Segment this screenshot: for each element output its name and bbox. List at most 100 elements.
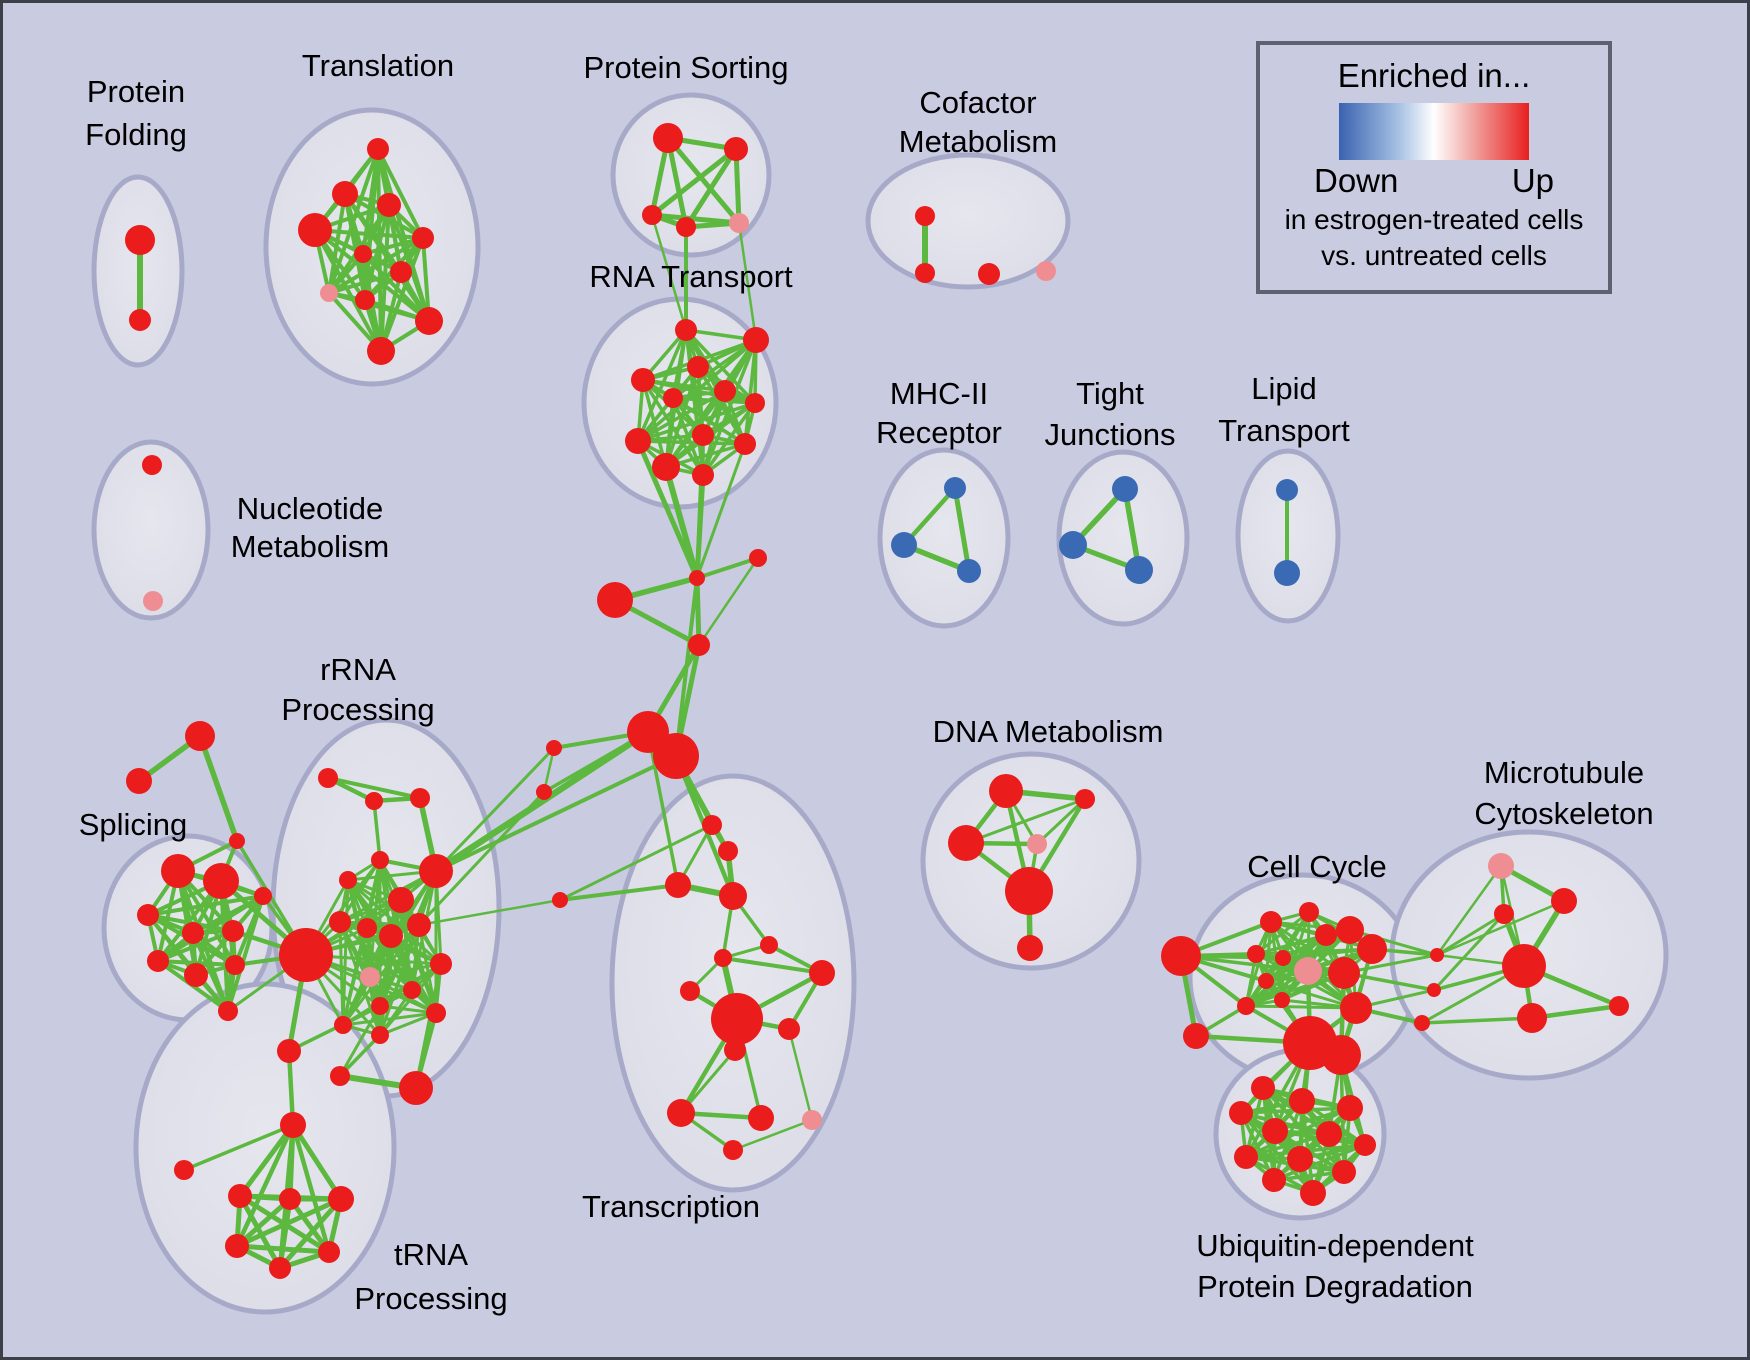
legend-title: Enriched in... — [1337, 57, 1531, 94]
gene-set-node — [1336, 916, 1364, 944]
gene-set-node — [174, 1160, 194, 1180]
gene-set-node — [546, 740, 562, 756]
legend-down-label: Down — [1314, 162, 1399, 199]
network-edge — [683, 146, 739, 230]
gene-set-node — [129, 309, 151, 331]
gene-set-node — [723, 1140, 743, 1160]
gene-set-node — [330, 1066, 350, 1086]
cluster-label-transcription: Transcription — [582, 1189, 760, 1224]
network-edge — [378, 923, 421, 1037]
gene-set-node — [680, 981, 700, 1001]
gene-set-node — [652, 453, 680, 481]
network-edge — [313, 228, 431, 323]
cluster-label-trna-processing: tRNA Processing — [354, 1237, 507, 1316]
gene-set-node — [1017, 935, 1043, 961]
gene-set-node — [1036, 261, 1056, 281]
gene-set-node — [1517, 1003, 1547, 1033]
gene-set-node — [126, 768, 152, 794]
gene-set-node — [676, 217, 696, 237]
gene-set-node — [182, 922, 204, 944]
gene-set-node — [357, 918, 377, 938]
gene-set-node — [1300, 1180, 1326, 1206]
network-edge — [671, 396, 757, 405]
gene-set-node — [279, 928, 333, 982]
network-edge — [733, 146, 742, 226]
cluster-label-protein-folding: Protein Folding — [85, 74, 187, 152]
gene-set-node — [1427, 983, 1441, 997]
network-edge — [156, 959, 237, 967]
gene-set-node — [714, 949, 732, 967]
gene-set-node — [625, 428, 651, 454]
gene-set-node — [184, 963, 208, 987]
network-edge — [341, 878, 350, 1027]
gene-set-node — [143, 591, 163, 611]
gene-set-node — [334, 1016, 352, 1034]
gene-set-node — [724, 1039, 746, 1061]
cluster-label-microtubule-cytoskeleton: Microtubule Cytoskeleton — [1474, 755, 1653, 831]
gene-set-node — [1328, 957, 1360, 989]
legend-gradient-bar — [1339, 103, 1529, 160]
network-edge — [197, 733, 240, 844]
gene-set-node — [1551, 888, 1577, 914]
network-edge — [731, 1118, 814, 1152]
gene-set-node — [1112, 476, 1138, 502]
gene-set-node — [218, 1001, 238, 1021]
gene-set-node — [802, 1110, 822, 1130]
gene-set-node — [702, 815, 722, 835]
network-edge — [1244, 1004, 1358, 1010]
gene-set-node — [229, 833, 245, 849]
network-edge — [234, 1196, 344, 1249]
gene-set-node — [1276, 479, 1298, 501]
gene-set-node — [1287, 1146, 1313, 1172]
gene-set-node — [778, 1018, 800, 1040]
gene-set-node — [944, 477, 966, 499]
gene-set-node — [692, 424, 714, 446]
gene-set-node — [1502, 944, 1546, 988]
gene-set-node — [367, 337, 395, 365]
gene-set-node — [329, 911, 351, 933]
network-edge — [665, 135, 689, 230]
gene-set-node — [403, 981, 421, 999]
network-edge — [277, 1196, 293, 1271]
gene-set-node — [1315, 924, 1337, 946]
gene-set-node — [377, 193, 401, 217]
gene-set-node — [379, 924, 403, 948]
network-edge — [182, 1123, 295, 1172]
network-edge — [1435, 864, 1503, 957]
gene-set-node — [367, 138, 389, 160]
gene-set-node — [371, 851, 389, 869]
network-edge — [432, 728, 652, 875]
network-edge — [341, 1011, 438, 1027]
gene-set-node — [332, 181, 358, 207]
gene-set-node — [185, 721, 215, 751]
gene-set-node — [724, 137, 748, 161]
network-edge — [695, 442, 747, 580]
gene-set-node — [597, 582, 633, 618]
network-edge — [237, 1122, 296, 1199]
gene-set-node — [1262, 1118, 1288, 1144]
network-edge — [964, 797, 1087, 845]
network-edge — [649, 146, 739, 218]
gene-set-node — [675, 319, 697, 341]
cluster-ellipse-tight-junctions — [1056, 449, 1190, 627]
gene-set-node — [1027, 834, 1047, 854]
gene-set-node — [1316, 1121, 1342, 1147]
network-edge — [636, 389, 727, 443]
cluster-label-lipid-transport: Lipid Transport — [1218, 371, 1350, 448]
gene-set-node — [1005, 867, 1053, 915]
gene-set-node — [653, 733, 699, 779]
gene-set-node — [279, 1188, 301, 1210]
gene-set-node — [1262, 1168, 1286, 1192]
gene-set-node — [689, 570, 705, 586]
network-edge — [650, 213, 688, 332]
network-edge — [665, 135, 742, 226]
gene-set-node — [653, 123, 683, 153]
gene-set-node — [1183, 1023, 1209, 1049]
gene-set-node — [280, 1112, 306, 1138]
network-edge — [327, 192, 347, 295]
cluster-label-dna-metabolism: DNA Metabolism — [933, 714, 1164, 749]
network-edge — [378, 1011, 438, 1037]
network-edge — [695, 556, 760, 580]
gene-set-node — [410, 788, 430, 808]
